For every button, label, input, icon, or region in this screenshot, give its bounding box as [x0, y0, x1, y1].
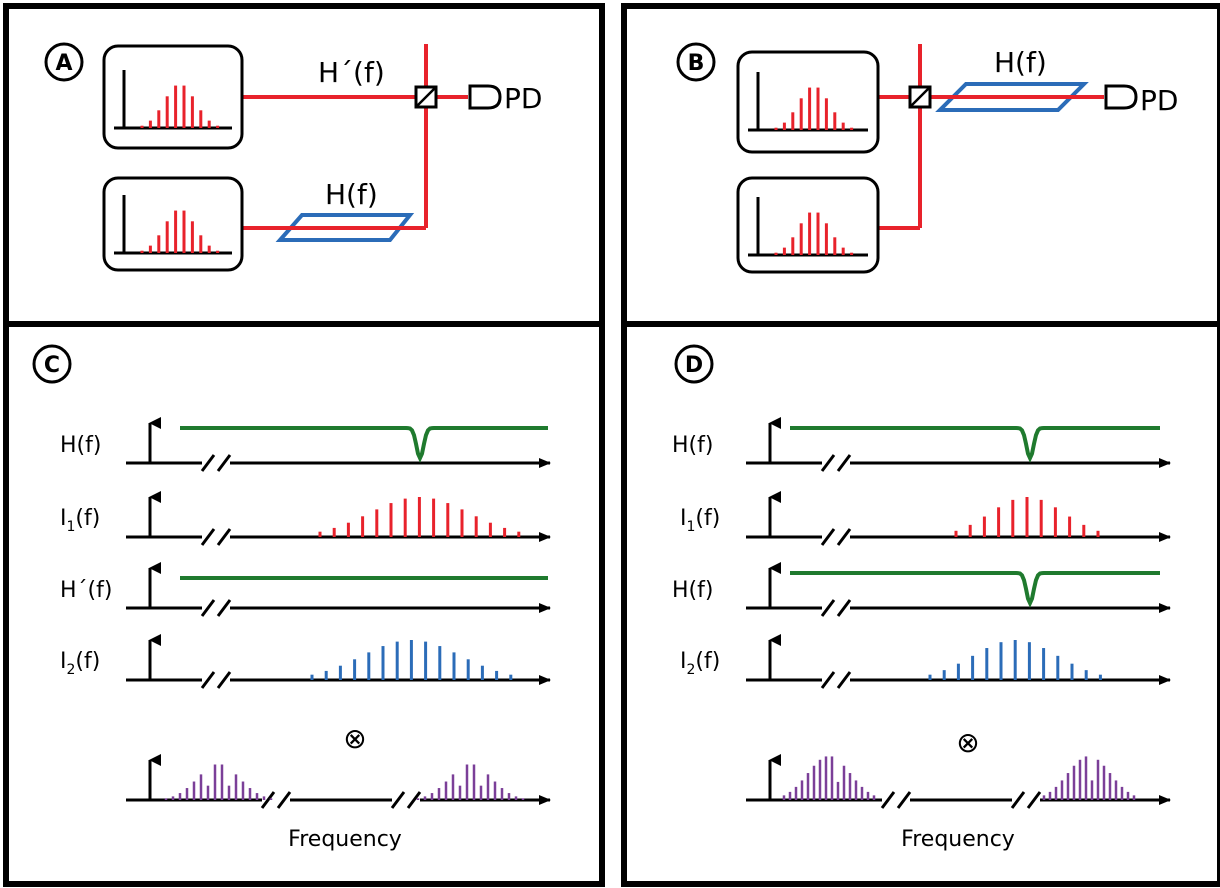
convolution-operator: ⊗	[343, 722, 366, 755]
badge-b: B	[676, 42, 716, 82]
mini-comb-spectrum	[748, 72, 868, 132]
row-label-filter: H(f)	[672, 433, 713, 458]
convolution-operator: ⊗	[956, 726, 979, 759]
filter-label-top: H´(f)	[318, 56, 385, 89]
row-label-filter: H(f)	[60, 433, 101, 458]
mini-comb-spectrum	[748, 197, 868, 257]
comb-source-bottom	[102, 176, 244, 272]
panel-a-frame	[3, 3, 605, 327]
panel-b: B H(f) PD	[676, 42, 1178, 274]
panel-d-frame	[621, 321, 1220, 887]
filter-label-bottom: H(f)	[325, 178, 378, 211]
beam-splitter-icon	[908, 85, 932, 109]
row-label-comb-1: I1(f)	[60, 506, 100, 535]
row-label-reference-filter: H´(f)	[60, 578, 112, 603]
badge-a: A	[44, 42, 84, 82]
detector-label: PD	[1140, 84, 1178, 117]
comb-source-top	[102, 44, 244, 150]
axis-break-icon	[260, 791, 292, 809]
axis-break-icon	[390, 791, 422, 809]
diagram-traces	[126, 417, 1171, 809]
svg-text:B: B	[688, 51, 705, 76]
badge-c: C	[32, 344, 72, 384]
axis-break-icon	[820, 671, 852, 689]
axis-break-icon	[880, 791, 912, 809]
filter-response-dip	[790, 571, 1160, 608]
row-label-comb-2: I2(f)	[680, 649, 720, 678]
axis-break-icon	[820, 599, 852, 617]
row-label-filter-repeat: H(f)	[672, 578, 713, 603]
filter-response-dip	[790, 426, 1160, 463]
axis-break-icon	[200, 599, 232, 617]
row-label-comb-2: I2(f)	[60, 649, 100, 678]
panel-a: A H´(f) H(f) PD	[44, 42, 542, 272]
filter-response-dip	[180, 426, 548, 463]
panel-c-frame	[3, 321, 605, 887]
comb-source-top	[736, 50, 880, 154]
axis-break-icon	[1010, 791, 1042, 809]
filter-cavity	[275, 213, 415, 242]
filter-cavity	[935, 82, 1089, 112]
comb-source-bottom	[736, 176, 880, 274]
badge-d: D	[674, 344, 714, 384]
mini-comb-spectrum	[114, 70, 232, 130]
detector-label: PD	[504, 82, 542, 115]
photodetector-icon	[468, 84, 502, 110]
x-axis-label: Frequency	[288, 827, 402, 852]
axis-break-icon	[200, 454, 232, 472]
svg-text:A: A	[55, 51, 72, 76]
photodetector-icon	[1104, 84, 1138, 110]
mini-comb-spectrum	[114, 195, 232, 255]
axis-break-icon	[200, 528, 232, 546]
axis-break-icon	[820, 454, 852, 472]
row-label-comb-1: I1(f)	[680, 506, 720, 535]
axis-break-icon	[820, 528, 852, 546]
panel-c: C H(f) I1(f) H´(f) I2(f) ⊗ Frequency	[32, 344, 402, 852]
panel-c-traces	[126, 417, 551, 809]
filter-label: H(f)	[994, 46, 1047, 79]
panel-d: D H(f) I1(f) H(f) I2(f) ⊗ Frequency	[672, 344, 1015, 852]
x-axis-label: Frequency	[901, 827, 1015, 852]
svg-text:C: C	[44, 353, 60, 378]
beam-splitter-icon	[414, 85, 438, 109]
svg-text:D: D	[685, 353, 703, 378]
axis-break-icon	[200, 671, 232, 689]
panel-d-traces	[746, 417, 1171, 809]
